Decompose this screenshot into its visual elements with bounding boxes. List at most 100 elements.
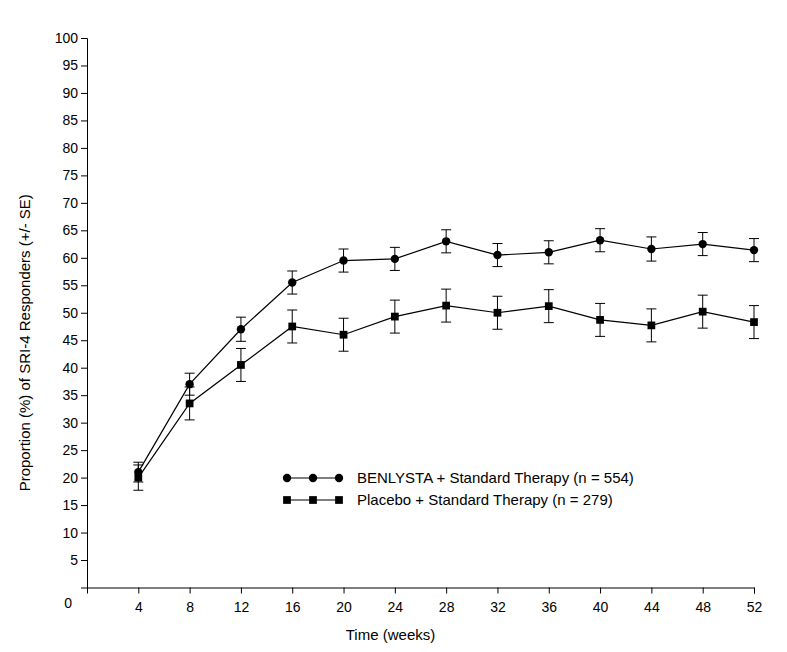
error-cap [441,229,451,230]
x-tick-label: 20 [336,599,352,615]
error-bar [749,306,759,339]
y-tick: 30 [62,415,87,431]
y-tick-label: 25 [62,442,78,458]
marker [339,256,347,264]
y-tick-label: 50 [62,305,78,321]
error-cap [339,351,349,352]
x-axis-title: Time (weeks) [346,626,435,643]
y-tick-label: 35 [62,387,78,403]
y-tick: 35 [62,387,87,403]
y-tick: 55 [62,277,87,293]
y-tick-mark [81,258,87,259]
error-bar [339,318,349,351]
error-bar [544,290,554,323]
marker [134,474,142,482]
error-cap [698,328,708,329]
x-tick-label: 32 [490,599,506,615]
legend-label: Placebo + Standard Therapy (n = 279) [357,491,613,508]
error-bar [698,295,708,328]
x-tick-mark [241,588,242,594]
error-bar [133,465,143,490]
error-cap [185,419,195,420]
error-cap [133,464,143,465]
marker [442,237,450,245]
error-cap [236,381,246,382]
y-tick-label: 15 [62,497,78,513]
marker [237,361,245,369]
error-bar [492,244,502,267]
error-cap [749,238,759,239]
error-cap [749,261,759,262]
y-tick-label: 100 [55,30,79,46]
error-bar [749,239,759,262]
marker [699,240,707,248]
x-tick: 48 [695,588,711,615]
x-tick: 28 [439,588,455,615]
x-tick: 44 [644,588,660,615]
x-tick: 16 [285,588,301,615]
x-tick-label: 52 [747,599,763,615]
error-bar [492,296,502,329]
chart: 0510152025303540455055606570758085909510… [0,0,787,652]
x-tick-mark [549,588,550,594]
error-bar [544,241,554,264]
y-tick: 65 [62,222,87,238]
error-cap [595,336,605,337]
y-tick: 90 [62,85,87,101]
error-cap [492,243,502,244]
error-bar [236,317,246,341]
error-cap [749,305,759,306]
y-tick: 80 [62,140,87,156]
legend-marker [309,496,317,504]
y-tick-label: 30 [62,415,78,431]
plot: 0510152025303540455055606570758085909510… [55,30,763,615]
x-tick-mark [703,588,704,594]
legend-marker [335,496,343,504]
marker [494,309,502,317]
y-tick-mark [81,120,87,121]
y-tick-label: 40 [62,360,78,376]
error-bar [646,309,656,342]
error-cap [339,272,349,273]
error-cap [698,232,708,233]
y-tick-mark [81,175,87,176]
marker [750,246,758,254]
marker [545,248,553,256]
y-tick-mark [81,560,87,561]
error-cap [390,270,400,271]
error-cap [236,348,246,349]
error-cap [441,322,451,323]
x-tick-mark [446,588,447,594]
x-tick: 12 [234,588,250,615]
error-bar [390,300,400,333]
error-cap [595,228,605,229]
marker [596,236,604,244]
error-bar [236,348,246,381]
legend-marker [283,496,291,504]
x-tick-label: 16 [285,599,301,615]
error-bar [698,233,708,256]
y-axis: 0510152025303540455055606570758085909510… [55,30,88,611]
error-cap [544,322,554,323]
y-tick-label: 65 [62,222,78,238]
error-cap [236,341,246,342]
x-tick: 36 [541,588,557,615]
error-bar [441,230,451,253]
error-cap [185,373,195,374]
y-axis-line [81,39,88,589]
legend-item: Placebo + Standard Therapy (n = 279) [283,491,613,508]
legend: BENLYSTA + Standard Therapy (n = 554)Pla… [283,469,634,508]
y-axis-title: Proportion (%) of SRI-4 Responders (+/- … [16,194,33,491]
x-tick: 32 [490,588,506,615]
y-tick: 60 [62,250,87,266]
error-bar [441,289,451,322]
y-tick-label: 60 [62,250,78,266]
error-bar [646,237,656,261]
x-tick-mark [190,588,191,594]
x-tick-label: 40 [593,599,609,615]
x-tick: 20 [336,588,352,615]
error-cap [492,329,502,330]
marker [750,318,758,326]
marker [699,308,707,316]
x-tick-mark [497,588,498,594]
